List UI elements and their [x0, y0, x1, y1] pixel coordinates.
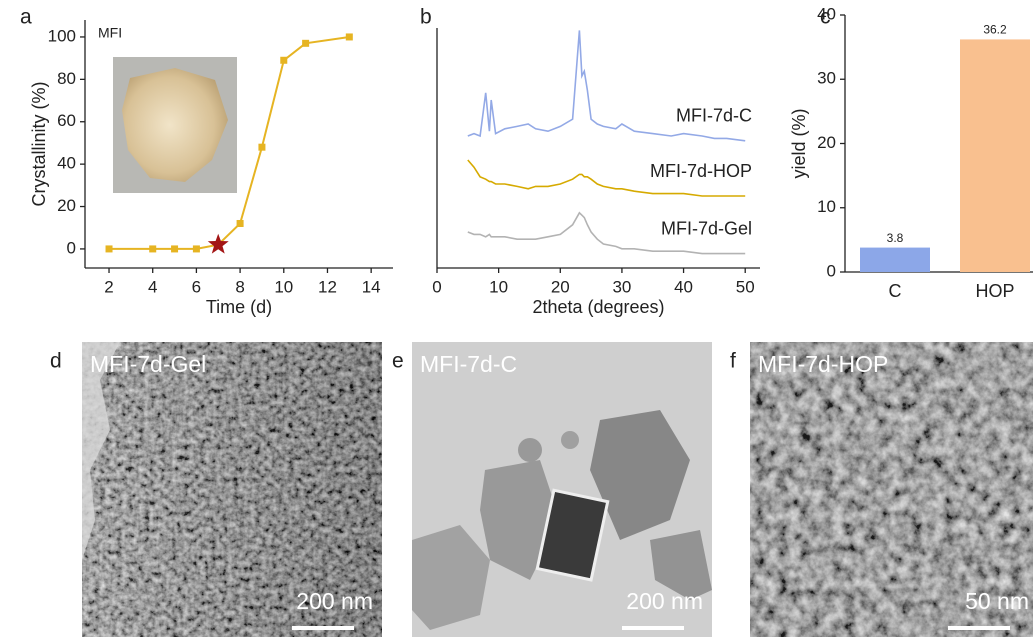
y-tick-label: 40	[817, 4, 836, 23]
y-tick-label: 0	[67, 238, 76, 257]
x-tick-label: 40	[674, 277, 693, 296]
y-tick-label: 20	[817, 133, 836, 152]
inset-photo	[113, 57, 237, 193]
image-label: MFI-7d-Gel	[90, 351, 206, 377]
data-point	[302, 40, 309, 47]
y-tick-label: 30	[817, 69, 836, 88]
value-label: 3.8	[887, 231, 904, 245]
panel-letter: e	[392, 350, 404, 373]
data-point	[237, 220, 244, 227]
y-tick-label: 20	[57, 196, 76, 215]
panel-letter: a	[20, 6, 32, 29]
x-tick-label: 50	[736, 277, 755, 296]
scale-bar	[622, 626, 684, 630]
scale-bar	[292, 626, 354, 630]
y-tick-label: 80	[57, 69, 76, 88]
bar	[860, 248, 930, 272]
data-point	[258, 144, 265, 151]
y-axis-label: yield (%)	[789, 108, 809, 178]
x-axis-label: Time (d)	[206, 297, 272, 317]
image-label: MFI-7d-C	[420, 351, 517, 377]
annotation: MFI	[98, 25, 122, 41]
scale-bar	[948, 626, 1010, 630]
x-tick-label: 8	[235, 277, 244, 296]
series-label: MFI-7d-HOP	[650, 161, 752, 181]
x-tick-label: 30	[612, 277, 631, 296]
x-tick-label: 10	[274, 277, 293, 296]
x-tick-label: 0	[432, 277, 441, 296]
image-label: MFI-7d-HOP	[758, 351, 888, 377]
scale-bar-label: 200 nm	[296, 588, 373, 614]
x-tick-label: 6	[192, 277, 201, 296]
y-axis-label: Crystallinity (%)	[29, 81, 49, 206]
x-tick-label: C	[889, 281, 902, 301]
x-tick-label: 4	[148, 277, 157, 296]
y-tick-label: 0	[827, 261, 836, 280]
panel-letter: d	[50, 350, 62, 373]
data-point	[106, 245, 113, 252]
x-axis-label: 2theta (degrees)	[532, 297, 664, 317]
series-label: MFI-7d-C	[676, 106, 752, 126]
data-point	[149, 245, 156, 252]
scale-bar-label: 200 nm	[626, 588, 703, 614]
scale-bar-label: 50 nm	[965, 588, 1029, 614]
figure: a0204060801002468101214Time (d)Crystalli…	[0, 0, 1033, 637]
x-tick-label: HOP	[975, 281, 1014, 301]
panel-letter: b	[420, 6, 432, 29]
x-tick-label: 10	[489, 277, 508, 296]
y-tick-label: 10	[817, 197, 836, 216]
x-tick-label: 14	[362, 277, 381, 296]
data-point	[346, 33, 353, 40]
series-label: MFI-7d-Gel	[661, 218, 752, 238]
y-tick-label: 100	[48, 26, 76, 45]
x-tick-label: 2	[104, 277, 113, 296]
y-tick-label: 60	[57, 111, 76, 130]
value-label: 36.2	[983, 23, 1007, 37]
data-point	[193, 245, 200, 252]
y-tick-label: 40	[57, 154, 76, 173]
data-point	[280, 57, 287, 64]
bar	[960, 39, 1030, 272]
x-tick-label: 20	[551, 277, 570, 296]
panel-letter: f	[730, 350, 736, 373]
x-tick-label: 12	[318, 277, 337, 296]
data-point	[171, 245, 178, 252]
